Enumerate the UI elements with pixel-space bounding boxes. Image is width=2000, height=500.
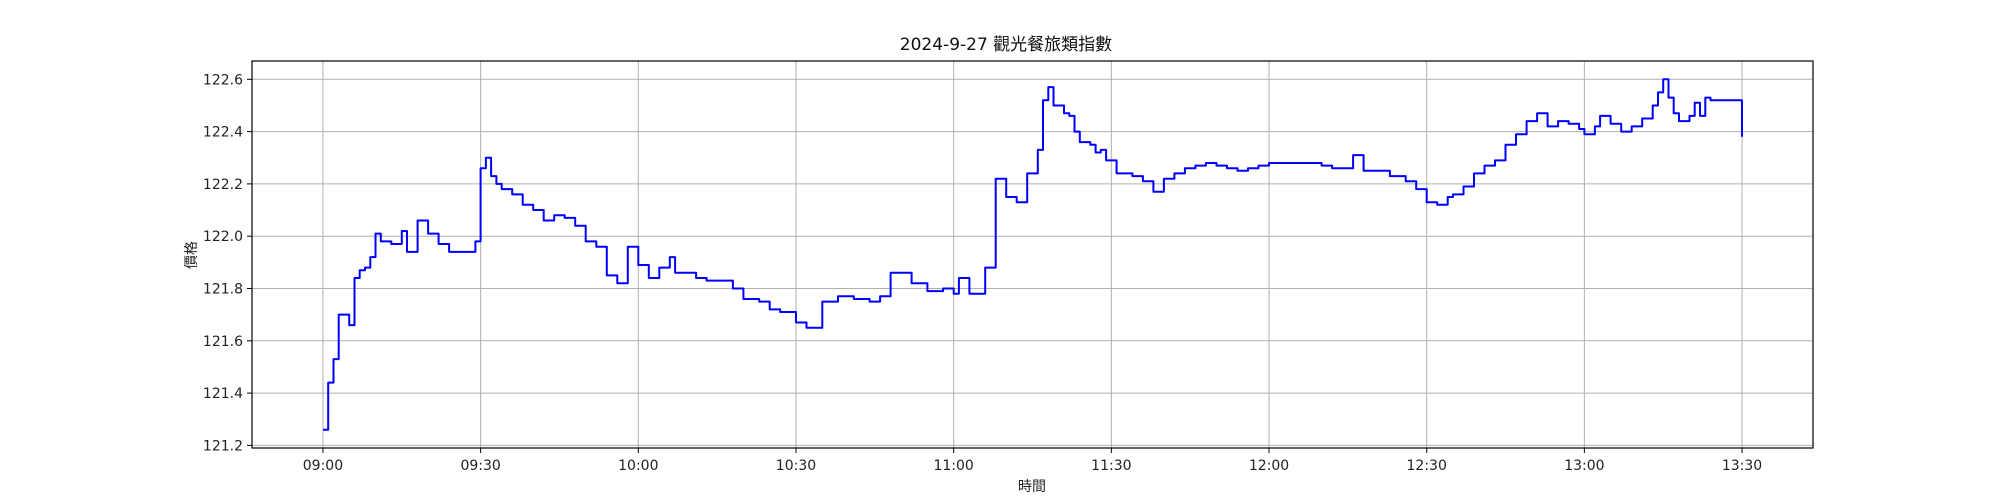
x-tick-label: 10:30 <box>776 458 816 474</box>
y-tick-label: 122.4 <box>203 125 243 141</box>
y-tick-label: 121.6 <box>203 334 243 350</box>
x-tick-label: 11:30 <box>1091 458 1131 474</box>
y-tick-label: 121.8 <box>203 281 243 297</box>
y-tick-label: 122.6 <box>203 72 243 88</box>
x-tick-label: 10:00 <box>618 458 658 474</box>
price-line <box>323 78 1743 431</box>
plot-frame <box>251 60 1814 449</box>
y-tick-label: 121.4 <box>203 386 243 402</box>
x-tick-label: 09:00 <box>303 458 343 474</box>
y-tick-label: 122.2 <box>203 177 243 193</box>
y-tick-label: 122.0 <box>203 229 243 245</box>
y-tick-label: 121.2 <box>203 438 243 454</box>
x-tick-label: 09:30 <box>460 458 500 474</box>
x-tick-label: 11:00 <box>933 458 973 474</box>
x-tick-label: 12:00 <box>1249 458 1289 474</box>
x-axis-ticks: 09:00 09:30 10:00 10:30 11:00 11:30 12:00 12:30… <box>303 448 1762 474</box>
x-tick-label: 13:30 <box>1722 458 1762 474</box>
x-axis-title: 時間 <box>1018 479 1046 495</box>
y-axis-ticks: 121.2 121.4 121.6 121.8 122.0 122.2 122.4 122.6 <box>203 72 252 454</box>
y-axis-title: 價格 <box>183 241 200 269</box>
chart-title: 2024-9-27 觀光餐旅類指數 <box>900 35 1112 55</box>
x-tick-label: 13:00 <box>1564 458 1604 474</box>
grid <box>252 61 1813 448</box>
x-tick-label: 12:30 <box>1407 458 1447 474</box>
